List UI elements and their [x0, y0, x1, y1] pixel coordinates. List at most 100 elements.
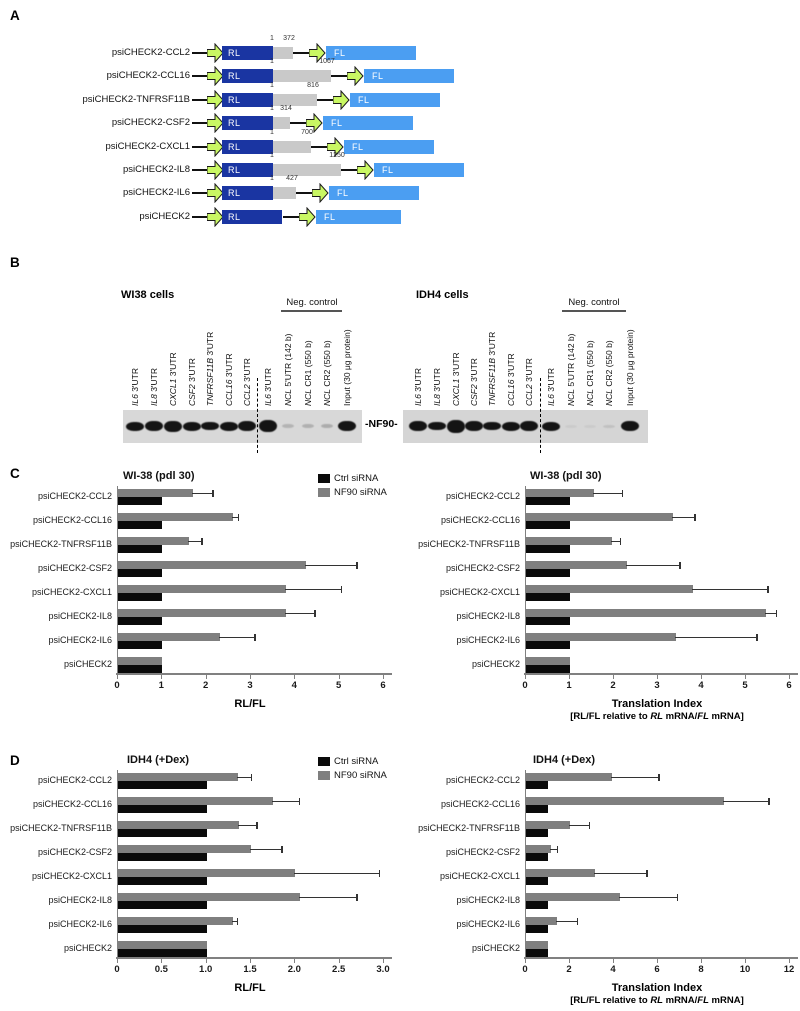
error-bar-cap	[756, 633, 758, 641]
error-bar-cap	[676, 893, 679, 901]
blot-band	[447, 419, 465, 433]
lane-label: IL8 3'UTR	[149, 368, 159, 406]
category-label: psiCHECK2-IL8	[456, 895, 520, 905]
x-tick	[117, 674, 118, 679]
tick-label: 6	[380, 680, 386, 691]
promoter-arrow-icon	[206, 65, 224, 87]
legend-label: Ctrl siRNA	[334, 473, 379, 484]
bar	[526, 805, 548, 813]
text-segment: CR1 (550 b)	[585, 340, 595, 389]
utr-end-number: 816	[307, 82, 319, 89]
bar	[526, 617, 570, 625]
error-bar	[692, 588, 767, 590]
tick-label: 2.5	[332, 964, 346, 975]
bar	[526, 893, 620, 901]
bar	[526, 545, 570, 553]
fl-box: FL	[350, 93, 440, 107]
error-bar	[618, 896, 677, 898]
text-segment: CCL16	[224, 379, 234, 406]
category-label: psiCHECK2	[471, 943, 520, 953]
error-bar	[610, 540, 620, 542]
fl-box: FL	[329, 186, 419, 200]
error-bar-cap	[254, 633, 256, 641]
category-label: psiCHECK2-CXCL1	[439, 587, 520, 597]
connector-line	[296, 192, 313, 194]
x-tick	[338, 674, 340, 679]
fl-box: FL	[326, 46, 416, 60]
leader-line	[192, 75, 208, 77]
error-bar	[232, 920, 237, 922]
utr-end-number: 1250	[329, 152, 345, 159]
connector-line	[341, 169, 358, 171]
x-axis-label: RL/FL	[234, 982, 266, 994]
bar	[526, 797, 724, 805]
connector-line	[311, 146, 328, 148]
error-bar-cap	[236, 917, 239, 925]
tick-label: 2	[610, 680, 616, 691]
text-segment: 3'UTR	[224, 353, 234, 380]
error-bar	[192, 492, 213, 494]
x-tick	[745, 958, 746, 963]
tick-label: 5	[742, 680, 748, 691]
error-bar-cap	[767, 585, 769, 593]
bar	[118, 561, 307, 569]
lane-label: IL6 3'UTR	[413, 368, 423, 406]
bar	[526, 941, 548, 949]
category-label: psiCHECK2-CXCL1	[31, 587, 112, 597]
utr-box	[273, 47, 293, 59]
x-tick	[294, 958, 296, 963]
bar	[118, 877, 207, 885]
text-segment: CR1 (550 b)	[303, 340, 313, 389]
bar	[526, 585, 694, 593]
category-label: psiCHECK2-CCL2	[37, 775, 112, 785]
text-segment: 5'UTR (142 b)	[566, 333, 576, 389]
text-segment: IL8	[432, 394, 442, 406]
neg-control-underline	[562, 310, 626, 312]
error-bar-cap	[250, 773, 253, 781]
error-bar-cap	[768, 797, 770, 805]
text-segment: IL8	[149, 394, 159, 406]
bar	[526, 925, 548, 933]
category-label: psiCHECK2-TNFRSF11B	[418, 823, 520, 833]
tick-label: 4	[291, 680, 297, 691]
bar	[526, 561, 628, 569]
x-axis	[116, 957, 392, 959]
category-label: psiCHECK2-IL8	[48, 611, 112, 621]
error-bar-cap	[212, 489, 214, 497]
promoter-arrow-icon	[326, 136, 344, 158]
text-segment: CR2 (550 b)	[322, 340, 332, 389]
text-segment: IL6	[263, 394, 273, 406]
bar	[118, 609, 287, 617]
blot-band	[542, 421, 560, 431]
bar	[526, 489, 595, 497]
construct-name: psiCHECK2-CXCL1	[105, 141, 190, 152]
category-label: psiCHECK2-CCL2	[37, 491, 112, 501]
promoter-arrow-icon	[298, 206, 316, 228]
construct-name: psiCHECK2-TNFRSF11B	[82, 94, 190, 105]
panel-a-label: A	[10, 8, 20, 23]
connector-line	[317, 99, 334, 101]
tick-label: 0	[114, 680, 120, 691]
error-bar-cap	[588, 821, 591, 829]
lane-label: Input (30 μg protein)	[342, 329, 352, 406]
blot-band	[502, 421, 520, 431]
bar	[526, 513, 674, 521]
tick-label: 3	[654, 680, 660, 691]
tick-label: 1	[566, 680, 572, 691]
tick-label: 5	[336, 680, 342, 691]
promoter-arrow-icon	[305, 112, 323, 134]
x-tick	[161, 958, 163, 963]
blot-band	[145, 421, 163, 431]
utr-end-number: 700	[301, 129, 313, 136]
bar	[526, 869, 596, 877]
x-axis-sublabel: [RL/FL relative to RL mRNA/FL mRNA]	[527, 711, 787, 722]
tick-label: 1.5	[243, 964, 257, 975]
blot-band	[183, 421, 201, 431]
blot-band	[338, 421, 356, 431]
x-tick	[701, 958, 702, 963]
utr-end-number: 1067	[319, 58, 335, 65]
text-segment: [RL/FL relative to	[570, 711, 651, 722]
nf90-band-label: -NF90-	[365, 418, 398, 430]
tick-label: 2.0	[287, 964, 301, 975]
